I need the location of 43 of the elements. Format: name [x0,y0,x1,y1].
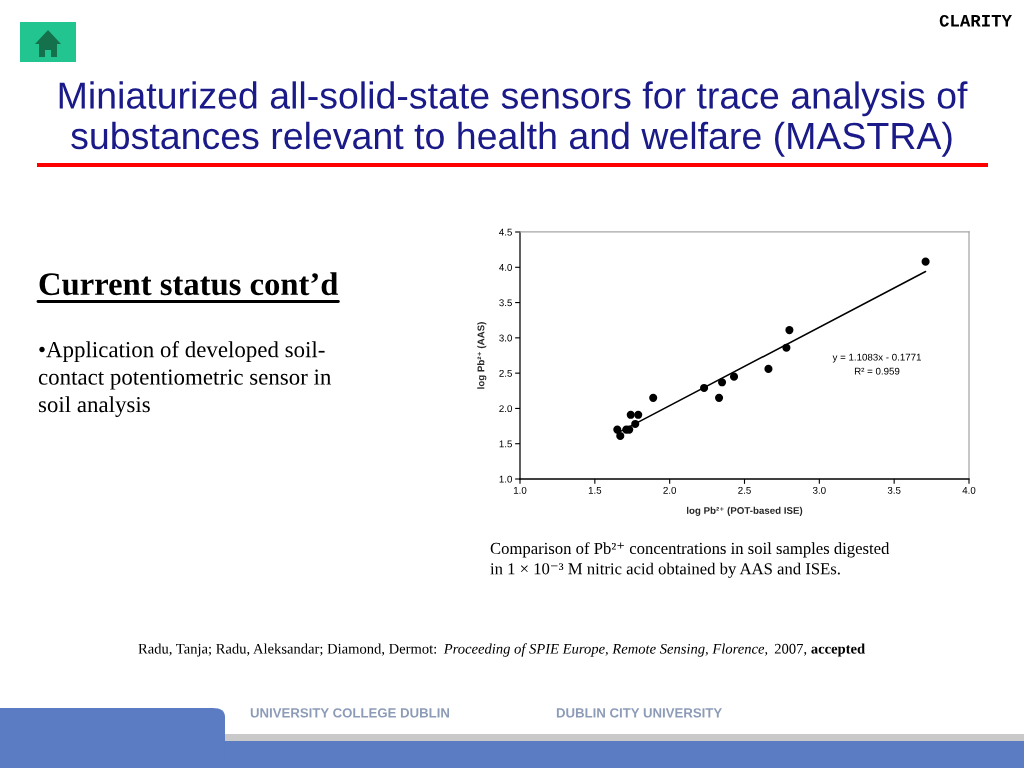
y-tick-label: 4.5 [499,228,512,236]
x-tick-label: 2.0 [663,486,677,494]
x-axis-title: log Pb²⁺ (POT-based ISE) [686,506,803,516]
x-tick-label: 1.0 [513,486,527,494]
text: Current status cont’d [39,272,339,296]
y-tick-label: 2.5 [499,369,512,377]
text: Proceeding of SPIE Europe, Remote Sensing, Florence, [443,643,768,657]
text: accepted [811,643,865,657]
text: UNIVERSITY COLLEGE DUBLIN [250,708,450,718]
x-tick-label: 3.5 [887,486,901,494]
text: Comparison of Pb²⁺ concentrations in soil samples digested in 1 × 10⁻³ M nitric acid obtained by AAS and ISEs. [490,542,890,578]
x-tick-label: 2.5 [738,486,751,494]
point [921,257,930,266]
point [718,378,727,387]
y-tick-label: 1.5 [499,440,512,448]
text: Radu, Tanja; Radu, Aleksandar; Diamond, Dermot: [138,643,437,657]
x-tick-label: 3.0 [812,486,826,494]
point [613,425,622,434]
point [785,326,794,335]
point [634,410,643,419]
point [764,364,773,373]
x-tick-label: 1.5 [588,487,602,494]
text: CLARITY [939,14,1012,27]
chart-title: Miniaturized all-solid-state sensors for trace analysis of substances relevant to health and welfare (MASTRA) [59,81,968,157]
annotation: y = 1.1083x - 0.1771 R² = 0.959 [832,353,921,375]
y-tick-label: 4.0 [499,264,512,271]
point [700,383,709,393]
x-tick-label: 4.0 [962,486,976,494]
y-tick-label: 1.0 [499,475,512,483]
y-tick-label: 2.0 [499,405,512,413]
y-axis-title: log Pb²⁺ (AAS) [477,322,487,389]
text: •Application of developed soil- contact potentiometric sensor in soil analysis [38,341,332,417]
y-tick-label: 3.5 [499,299,512,307]
point [729,372,739,381]
point [649,393,658,402]
point [782,343,791,352]
point [616,431,625,440]
point [631,419,640,428]
text: 2007, [774,643,807,656]
point [626,410,635,419]
y-tick-label: 3.0 [499,334,512,342]
text: DUBLIN CITY UNIVERSITY [556,708,722,718]
point [715,393,724,402]
